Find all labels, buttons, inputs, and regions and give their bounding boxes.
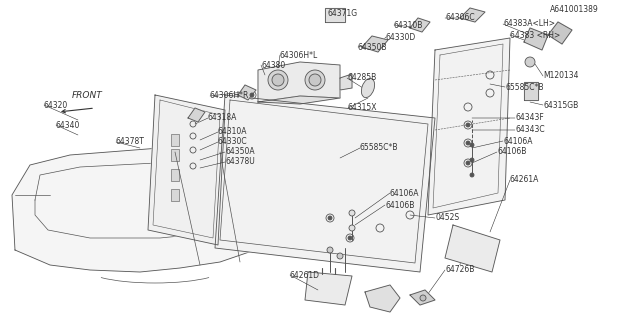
Text: 64261D: 64261D xyxy=(290,270,320,279)
Polygon shape xyxy=(12,148,295,272)
Circle shape xyxy=(466,123,470,127)
Circle shape xyxy=(466,161,470,165)
Text: 64106A: 64106A xyxy=(390,188,419,197)
Text: 64310A: 64310A xyxy=(218,127,248,137)
Bar xyxy=(171,134,179,146)
Circle shape xyxy=(272,74,284,86)
Circle shape xyxy=(470,173,474,177)
Bar xyxy=(171,169,179,181)
Polygon shape xyxy=(305,272,352,305)
Text: 64378U: 64378U xyxy=(225,157,255,166)
Text: 64330D: 64330D xyxy=(386,33,416,42)
Polygon shape xyxy=(238,85,256,100)
Text: 64261A: 64261A xyxy=(510,175,540,185)
Text: 64350B: 64350B xyxy=(358,43,387,52)
Polygon shape xyxy=(362,36,388,52)
Text: 64378T: 64378T xyxy=(116,138,145,147)
Circle shape xyxy=(349,210,355,216)
Polygon shape xyxy=(428,38,510,215)
Text: 64320: 64320 xyxy=(44,100,68,109)
Text: FRONT: FRONT xyxy=(72,91,103,100)
Circle shape xyxy=(470,143,474,147)
Text: 64343F: 64343F xyxy=(515,114,544,123)
Text: 64306H*L: 64306H*L xyxy=(280,51,318,60)
Text: 64343C: 64343C xyxy=(515,125,545,134)
Polygon shape xyxy=(460,8,485,22)
Bar xyxy=(171,149,179,161)
Circle shape xyxy=(470,158,474,162)
Polygon shape xyxy=(410,18,430,32)
Text: 64340: 64340 xyxy=(56,121,81,130)
Circle shape xyxy=(250,93,254,97)
Circle shape xyxy=(348,236,352,240)
Circle shape xyxy=(420,295,426,301)
Polygon shape xyxy=(325,8,345,22)
Text: 64383A<LH>: 64383A<LH> xyxy=(503,20,555,28)
Text: 64330C: 64330C xyxy=(218,138,248,147)
Polygon shape xyxy=(365,285,400,312)
Text: 64350A: 64350A xyxy=(225,148,255,156)
Circle shape xyxy=(305,70,325,90)
Polygon shape xyxy=(258,96,340,104)
Text: 64106A: 64106A xyxy=(503,137,532,146)
Polygon shape xyxy=(410,290,435,305)
Polygon shape xyxy=(340,74,352,90)
Circle shape xyxy=(349,225,355,231)
Text: 64371G: 64371G xyxy=(327,9,357,18)
Text: 65585C*B: 65585C*B xyxy=(360,143,399,153)
Circle shape xyxy=(268,70,288,90)
Polygon shape xyxy=(148,95,225,245)
Polygon shape xyxy=(258,62,340,102)
Polygon shape xyxy=(188,108,205,122)
Polygon shape xyxy=(215,95,435,272)
Text: 64318A: 64318A xyxy=(208,114,237,123)
Text: 64315X: 64315X xyxy=(348,103,378,113)
Bar xyxy=(171,189,179,201)
Circle shape xyxy=(327,247,333,253)
Polygon shape xyxy=(548,22,572,44)
Circle shape xyxy=(328,216,332,220)
Ellipse shape xyxy=(362,78,374,98)
Text: 0452S: 0452S xyxy=(435,213,459,222)
Polygon shape xyxy=(524,28,548,50)
Text: 64106B: 64106B xyxy=(497,148,526,156)
Polygon shape xyxy=(524,82,538,100)
Circle shape xyxy=(525,57,535,67)
Text: 64306C: 64306C xyxy=(445,13,475,22)
Text: 64310B: 64310B xyxy=(394,20,424,29)
Circle shape xyxy=(309,74,321,86)
Text: 64315GB: 64315GB xyxy=(543,100,579,109)
Text: 64306H*R: 64306H*R xyxy=(210,92,250,100)
Text: M120134: M120134 xyxy=(543,71,579,81)
Text: A641001389: A641001389 xyxy=(550,4,599,13)
Text: 64106B: 64106B xyxy=(385,201,414,210)
Circle shape xyxy=(337,253,343,259)
Polygon shape xyxy=(445,225,500,272)
Circle shape xyxy=(466,141,470,145)
Text: 64383 <RH>: 64383 <RH> xyxy=(510,30,560,39)
Text: 64285B: 64285B xyxy=(347,74,376,83)
Text: 65585C*B: 65585C*B xyxy=(505,83,543,92)
Text: 64726B: 64726B xyxy=(445,266,474,275)
Text: 64380: 64380 xyxy=(261,60,285,69)
